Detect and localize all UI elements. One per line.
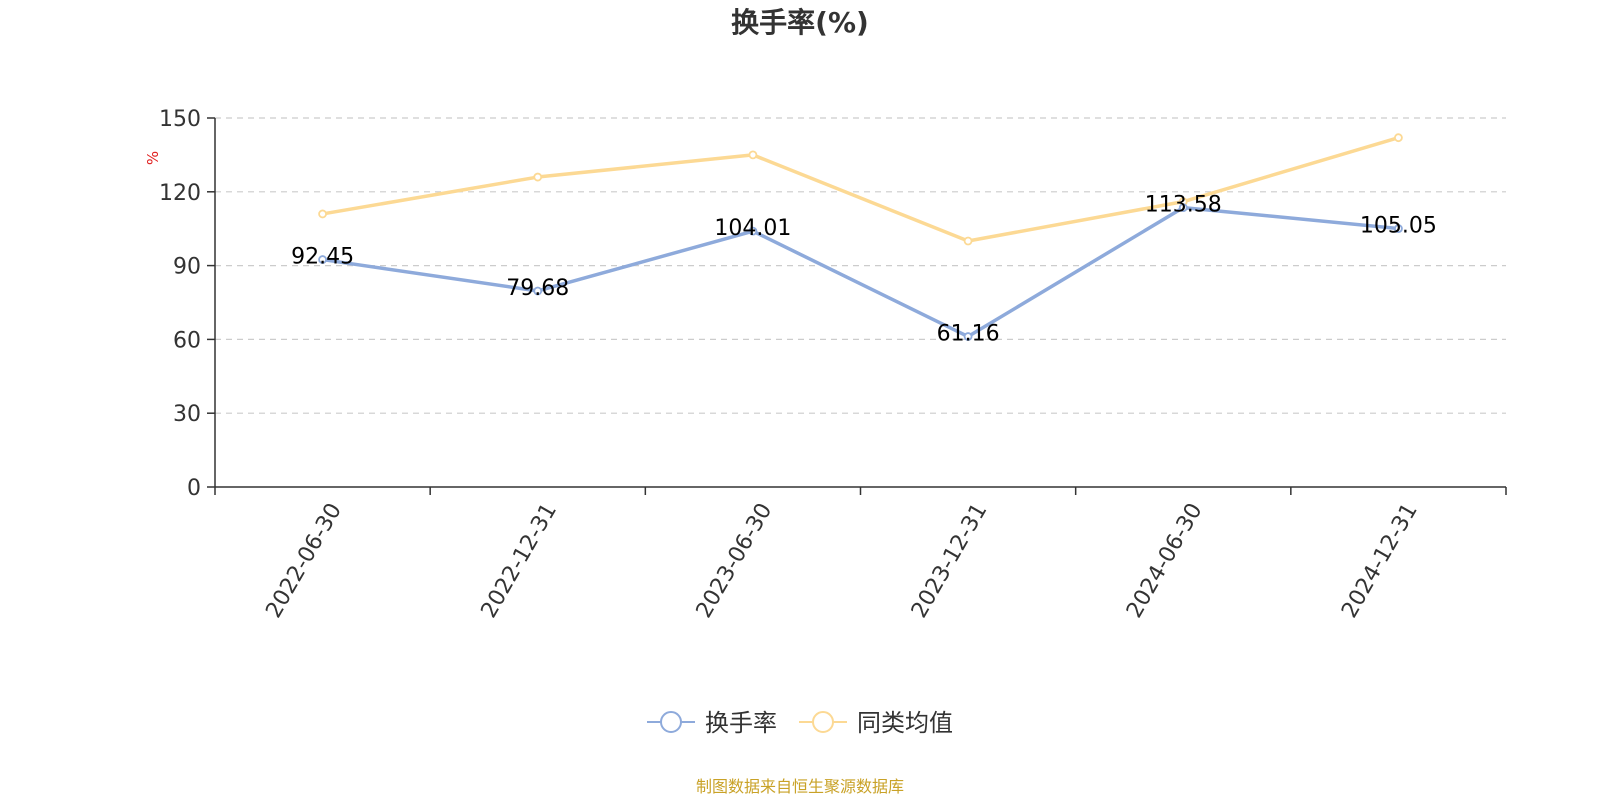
- legend-circle-icon: [812, 711, 834, 733]
- x-tick-label-2024-12-31: 2024-12-31: [1337, 499, 1423, 622]
- series-0-point-5[interactable]: [1394, 224, 1403, 233]
- y-tick-label-30: 30: [173, 402, 201, 427]
- y-tick-label-120: 120: [159, 181, 201, 206]
- chart-title: 换手率(%): [731, 6, 869, 39]
- series-0-point-1[interactable]: [533, 286, 543, 296]
- axes: 0 30 60 90 120 150 2022-06-30 2022-12-31 2023-06…: [159, 107, 1507, 622]
- series-lines: [318, 133, 1403, 341]
- data-label-0: 92.45: [291, 245, 354, 270]
- x-tick-label-2022-12-31: 2022-12-31: [477, 499, 563, 622]
- series-0-point-2[interactable]: [748, 226, 758, 236]
- y-tick-label-60: 60: [173, 328, 201, 353]
- legend-circle-icon: [660, 711, 682, 733]
- series-line-0: [320, 205, 1401, 339]
- series-1-point-1[interactable]: [533, 172, 543, 182]
- legend-label-0: 换手率: [705, 709, 777, 737]
- legend[interactable]: 换手率 同类均值: [647, 709, 953, 737]
- y-tick-label-150: 150: [159, 107, 201, 132]
- x-tick-label-2022-06-30: 2022-06-30: [261, 499, 347, 622]
- legend-item-1[interactable]: 同类均值: [799, 709, 953, 737]
- x-tick-label-2023-12-31: 2023-12-31: [907, 499, 993, 622]
- data-label-3: 61.16: [937, 322, 1000, 347]
- x-tick-label-2023-06-30: 2023-06-30: [692, 499, 778, 622]
- data-label-5: 105.05: [1360, 214, 1437, 239]
- data-label-1: 79.68: [506, 276, 569, 301]
- data-labels: 92.45 79.68 104.01 61.16 113.58 105.05: [291, 193, 1437, 347]
- data-label-2: 104.01: [714, 216, 791, 241]
- series-line-1: [320, 135, 1401, 243]
- y-tick-label-90: 90: [173, 255, 201, 280]
- legend-label-1: 同类均值: [857, 709, 953, 737]
- series-1-point-0[interactable]: [318, 209, 327, 219]
- data-source-note: 制图数据来自恒生聚源数据库: [696, 777, 904, 796]
- y-tick-label-0: 0: [187, 476, 201, 501]
- series-1-point-2[interactable]: [748, 150, 758, 160]
- series-1-point-3[interactable]: [963, 236, 973, 246]
- series-0-point-3[interactable]: [963, 332, 973, 341]
- series-0-point-0[interactable]: [318, 255, 327, 264]
- data-label-4: 113.58: [1145, 193, 1222, 218]
- y-axis-label: %: [144, 151, 162, 165]
- series-1-point-5[interactable]: [1394, 133, 1403, 143]
- series-0-point-4[interactable]: [1178, 203, 1188, 212]
- x-tick-label-2024-06-30: 2024-06-30: [1122, 499, 1208, 622]
- legend-item-0[interactable]: 换手率: [647, 709, 777, 737]
